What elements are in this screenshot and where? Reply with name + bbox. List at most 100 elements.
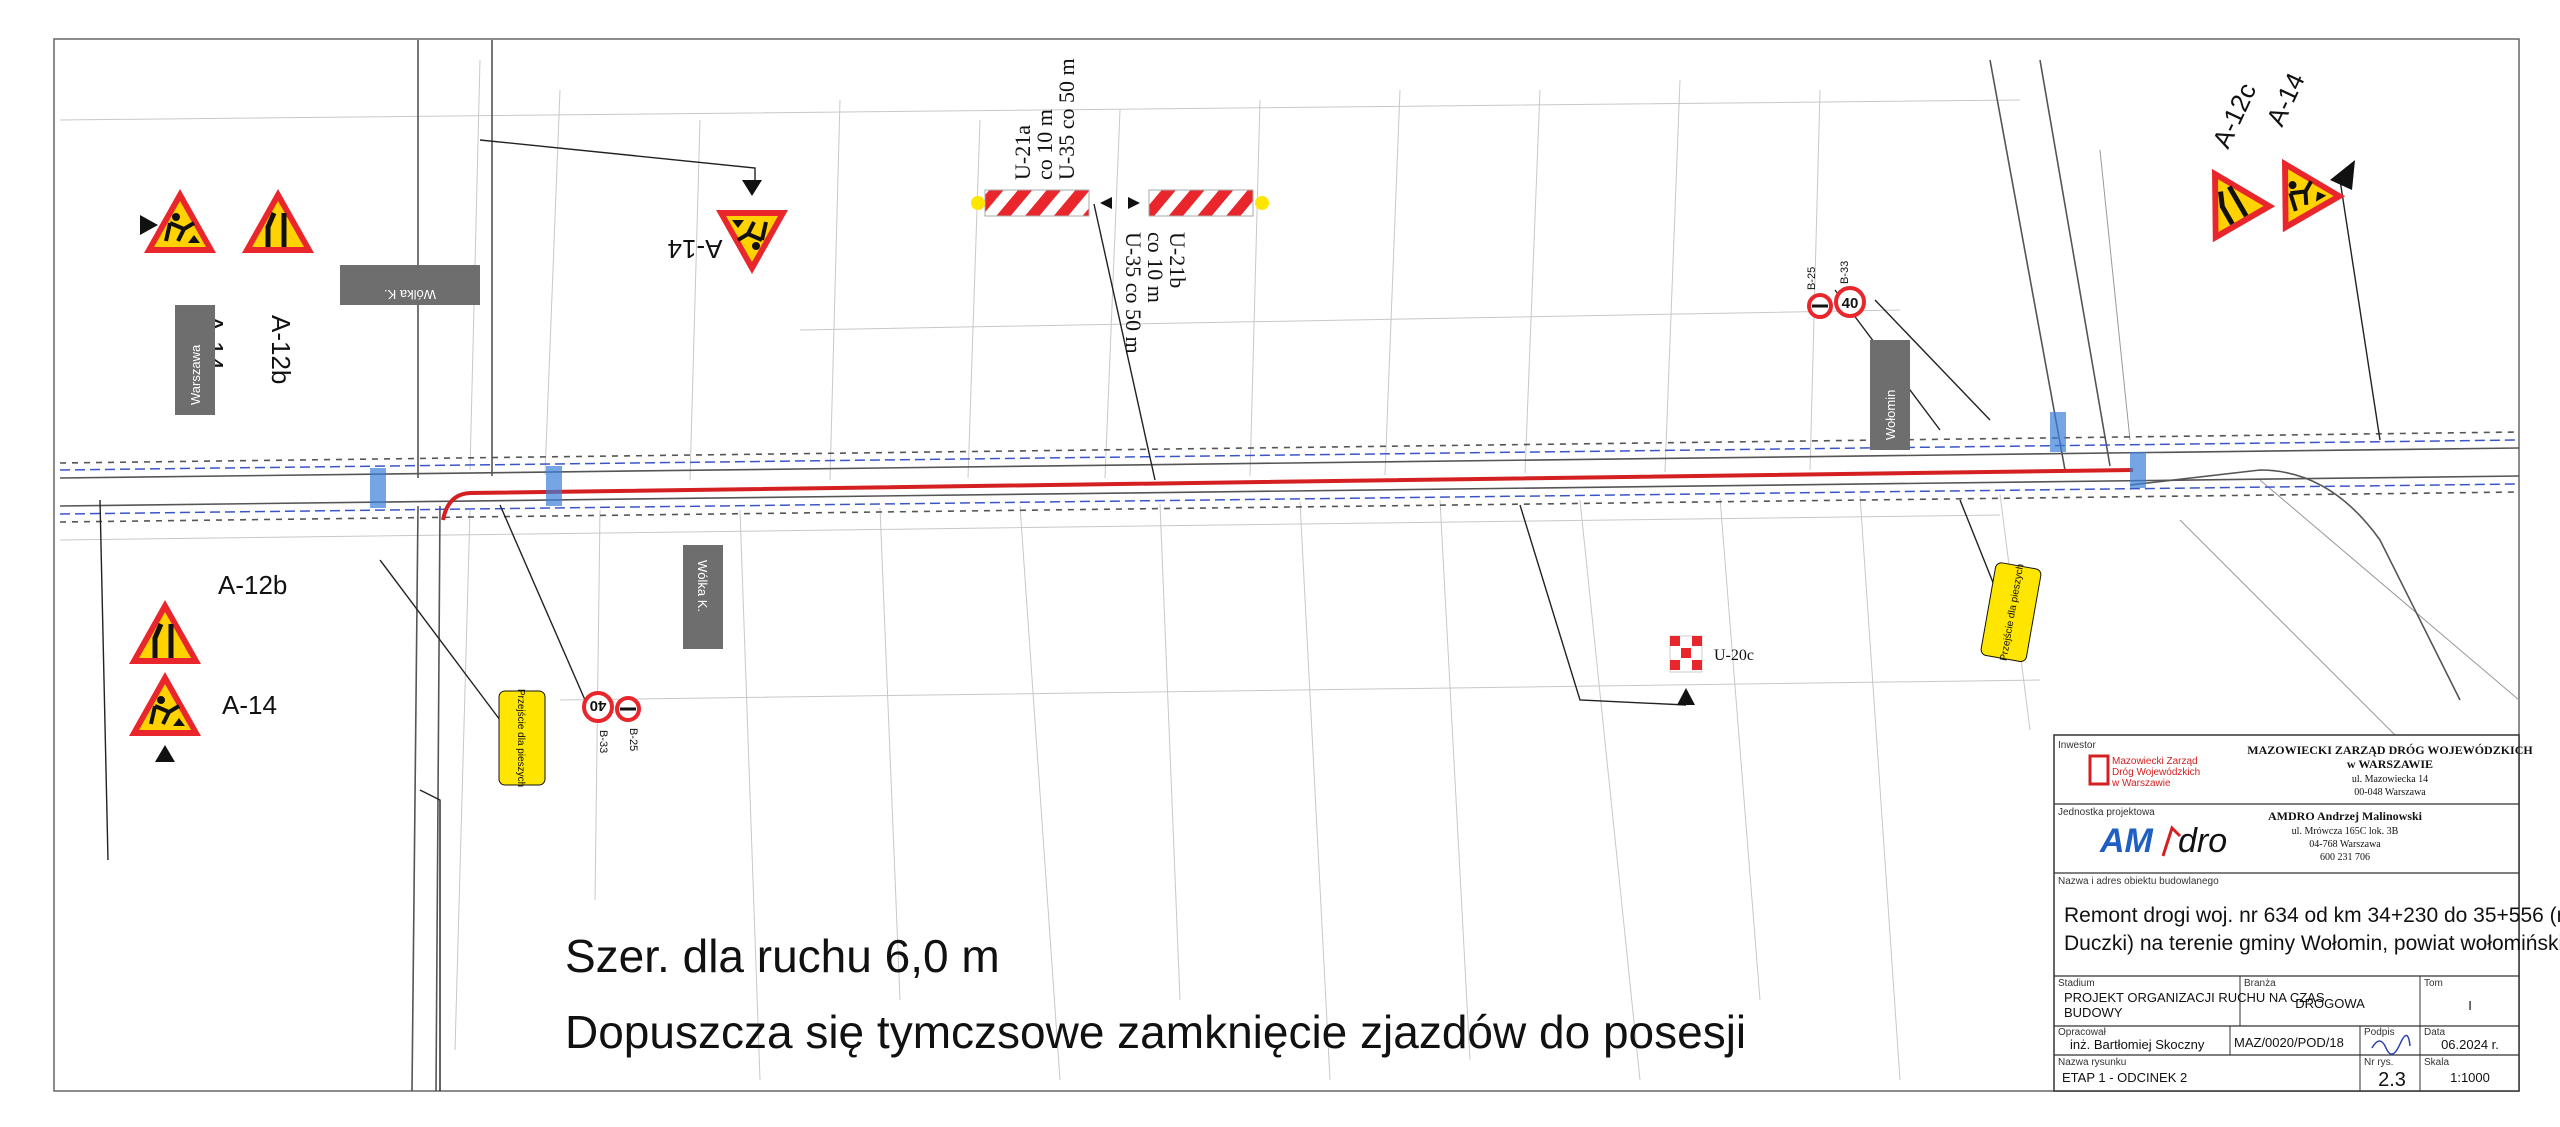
sign-label: Wołomin (1883, 390, 1898, 440)
object: Remont drogi woj. nr 634 od km 34+230 do… (2064, 904, 2560, 927)
designer: AMDRO Andrzej Malinowski (2268, 809, 2423, 823)
drawing-shape: U-21b co 10 m U-35 co 50 m (1121, 232, 1190, 354)
field-label: Nazwa rysunku (2058, 1057, 2126, 1068)
designer: ul. Mrówcza 165C lok. 3B (2292, 826, 2399, 837)
logo-text: dro (2178, 822, 2227, 860)
drawing-shape (1692, 660, 1702, 670)
drawing-shape (59, 491, 2520, 523)
field-label: Data (2424, 1027, 2446, 1038)
drawing-shape (2050, 412, 2066, 452)
sign-label: U-35 co 50 m (1054, 58, 1079, 180)
author: inż. Bartłomiej Skoczny (2070, 1037, 2205, 1052)
sign-u20c: U-20c (1669, 635, 1754, 705)
scale: 1:1000 (2450, 1070, 2490, 1085)
field-label: Tom (2424, 978, 2443, 989)
direction-signs: Warszawa Wólka K. Wołomin Wólka K. (175, 265, 1910, 649)
drawing-shape (1834, 286, 1866, 318)
drawing-shape (1100, 197, 1112, 209)
investor: ul. Mazowiecka 14 (2352, 774, 2428, 785)
sign-label: A-14 (222, 690, 277, 720)
drawing-shape (2054, 803, 2519, 1056)
logo-text: AM (2099, 822, 2154, 860)
lamp (971, 196, 985, 210)
volume: I (2468, 998, 2472, 1013)
drawing-shape (140, 215, 158, 235)
drawing-shape (1980, 562, 2042, 663)
work-zone-line (441, 468, 2134, 521)
note: Dopuszcza się tymczsowe zamknięcie zjazd… (565, 1006, 1746, 1058)
speed-limit: 40 (590, 697, 607, 714)
drawing-shape (2130, 452, 2146, 488)
drawing-shape (59, 439, 2520, 471)
direction-sign (683, 545, 723, 649)
drawing-shape (2053, 734, 2520, 1092)
sign-group-right-speed: 40 B-25 B-33 (1806, 261, 1866, 319)
sign-label: A-12b (266, 315, 296, 384)
sign-label: A-12b (218, 570, 287, 600)
sign-label: co 10 m (1143, 232, 1168, 303)
field-label: Nr rys. (2364, 1057, 2393, 1068)
drawing-shape (1670, 636, 1680, 646)
drawing-shape (498, 690, 546, 786)
drawing-shape (1128, 197, 1140, 209)
object: Duczki) na terenie gminy Wołomin, powiat… (2064, 932, 2560, 955)
drawing-shape (1692, 636, 1702, 646)
sign-label: B-25 (627, 728, 639, 751)
drawing: ETAP 1 - ODCINEK 2 (2062, 1070, 2187, 1085)
logo-text: Mazowiecki Zarząd (2112, 756, 2198, 767)
field-label: Nazwa i adres obiektu budowlanego (2058, 876, 2219, 887)
sign-label: Wólka K. (384, 287, 436, 302)
drawing-shape (59, 99, 2041, 701)
investor: MAZOWIECKI ZARZĄD DRÓG WOJEWÓDZKICH (2247, 743, 2533, 757)
license: MAZ/0020/POD/18 (2234, 1035, 2344, 1050)
drawing-shape (59, 475, 2520, 507)
sign-label: Przejście dla pieszych (515, 689, 526, 787)
field-label: Stadium (2058, 978, 2095, 989)
drawing-shape (1519, 504, 1687, 706)
drawing-shape (499, 504, 586, 701)
barriers: U-21a co 10 m U-35 co 50 m U-21b co 10 m… (971, 58, 1269, 354)
drawing-shape (59, 431, 2520, 464)
sign-label: co 10 m (1032, 109, 1057, 180)
branch: DROGOWA (2295, 996, 2365, 1011)
logo-text: Dróg Wojewódzkich (2112, 767, 2200, 778)
drawing-shape (2330, 160, 2355, 190)
sign-label: B-33 (597, 730, 609, 753)
sign-label: B-25 (1806, 267, 1818, 290)
crossing-sign: Przejście dla pieszych (1980, 562, 2042, 663)
date: 06.2024 r. (2441, 1037, 2499, 1052)
field-label: Opracował (2058, 1027, 2107, 1038)
crossings (370, 412, 2146, 508)
drawing-shape (419, 789, 441, 1091)
drawing-shape (582, 691, 614, 723)
drawing-shape (2088, 754, 2110, 786)
designer: 04-768 Warszawa (2309, 839, 2381, 850)
drawing-number: 2.3 (2378, 1069, 2406, 1091)
field-label: Skala (2424, 1057, 2449, 1068)
field-label: Jednostka projektowa (2058, 807, 2155, 818)
drawing-shape (59, 447, 2520, 479)
drawing-shape (546, 466, 562, 506)
drawing-shape (1093, 203, 1156, 481)
direction-sign (175, 305, 215, 415)
sign-group-mid-speed: 40 B-33 B-25 (582, 691, 641, 753)
stage: PROJEKT ORGANIZACJI RUCHU NA CZAS (2064, 990, 2325, 1005)
sign-label: U-35 co 50 m (1121, 232, 1146, 354)
barrier (984, 189, 1090, 217)
road (59, 40, 2520, 1092)
title-block: Inwestor Mazowiecki Zarząd Dróg Wojewódz… (2053, 734, 2560, 1092)
sign-label: U-21a (1010, 125, 1035, 180)
drawing-shape: U-21a co 10 m U-35 co 50 m (1010, 58, 1079, 180)
speed-limit: 40 (1842, 295, 1859, 312)
note: Szer. dla ruchu 6,0 m (565, 930, 1000, 982)
field-label: Inwestor (2058, 740, 2096, 751)
designer: 600 231 706 (2320, 852, 2370, 863)
drawing-shape (2099, 149, 2520, 741)
drawing-shape (155, 745, 175, 762)
direction-sign (1870, 340, 1910, 450)
drawing-shape (742, 180, 762, 196)
investor: w WARSZAWIE (2347, 757, 2433, 771)
drawing-shape (2371, 1034, 2411, 1055)
sign-label: U-21b (1165, 232, 1190, 288)
